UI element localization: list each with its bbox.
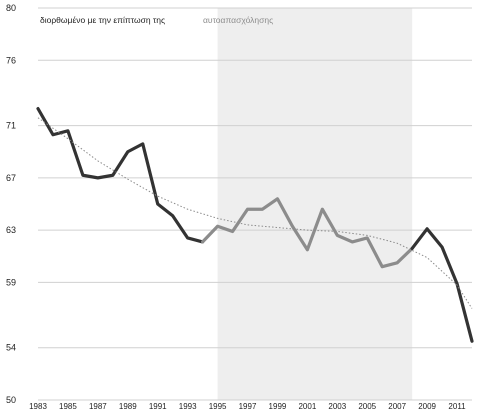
x-tick-label: 1989 xyxy=(119,402,137,409)
series-line-dark xyxy=(410,227,474,343)
series-lines xyxy=(36,107,474,343)
shaded-period xyxy=(217,8,413,400)
x-tick-label: 1985 xyxy=(59,402,77,409)
y-tick-label: 80 xyxy=(6,3,16,13)
x-tick-label: 2011 xyxy=(448,402,466,409)
x-tick-label: 1997 xyxy=(239,402,257,409)
x-tick-label: 2003 xyxy=(328,402,346,409)
legend-dark-label: διορθωμένο με την επίπτωση της xyxy=(40,15,165,25)
x-tick-label: 1983 xyxy=(29,402,47,409)
y-tick-label: 59 xyxy=(6,277,16,287)
series-line-light xyxy=(201,197,414,269)
y-tick-label: 63 xyxy=(6,225,16,235)
x-tick-label: 1991 xyxy=(149,402,167,409)
x-tick-label: 2009 xyxy=(418,402,436,409)
x-tick-label: 2007 xyxy=(388,402,406,409)
series-line-dark xyxy=(36,107,205,244)
x-axis-ticks: 1983 1985 1987 1989 1991 1993 1995 1997 1999 2001… xyxy=(29,402,466,411)
trend-line xyxy=(37,117,473,309)
x-tick-label: 1987 xyxy=(89,402,107,409)
y-tick-label: 71 xyxy=(6,121,16,131)
gridlines xyxy=(38,7,472,401)
trend-curve xyxy=(37,117,473,309)
y-tick-label: 76 xyxy=(6,55,16,65)
x-tick-label: 1999 xyxy=(269,402,287,409)
x-tick-label: 1995 xyxy=(209,402,227,409)
legend: διορθωμένο με την επίπτωση της αυτοαπασχ… xyxy=(40,15,273,25)
y-axis-ticks: 50 54 59 63 67 71 76 80 xyxy=(6,3,16,405)
y-tick-label: 54 xyxy=(6,343,16,353)
x-tick-label: 2005 xyxy=(358,402,376,409)
y-tick-label: 50 xyxy=(6,395,16,405)
x-tick-label: 1993 xyxy=(179,402,197,409)
y-tick-label: 67 xyxy=(6,173,16,183)
legend-light-label: αυτοαπασχόλησης xyxy=(203,15,273,25)
x-tick-label: 2001 xyxy=(298,402,316,409)
